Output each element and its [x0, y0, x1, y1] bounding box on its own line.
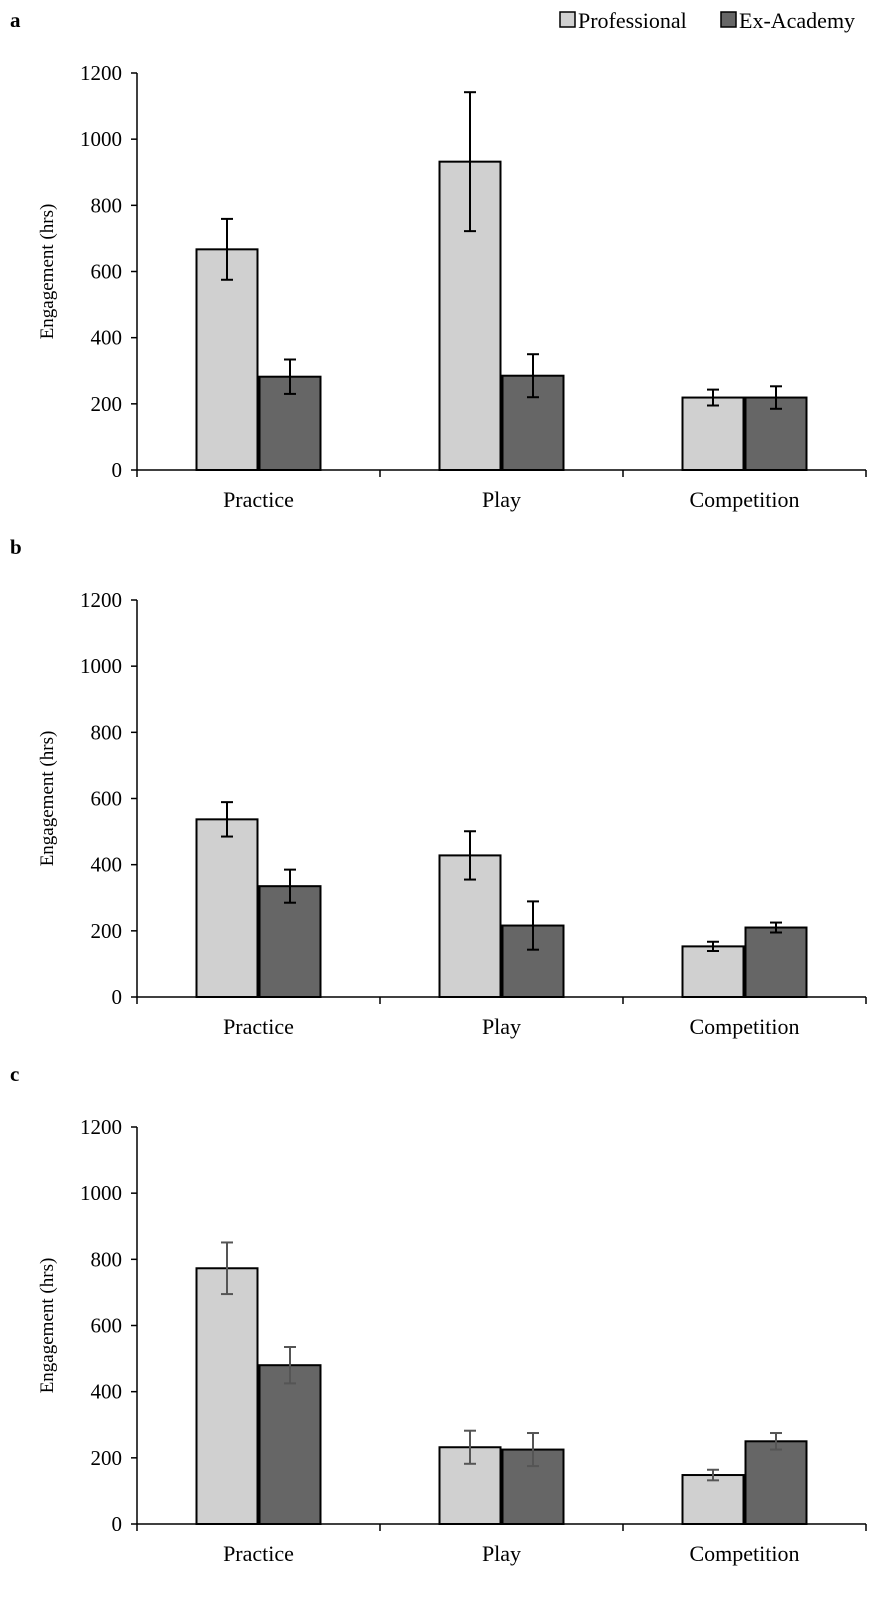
error-bar — [707, 940, 719, 953]
x-category-label: Competition — [690, 487, 800, 512]
bar-professional-practice — [195, 818, 259, 998]
error-bar — [284, 868, 296, 904]
panel-a: a Engagement (hrs) 0 200 400 600 800 1000 1200 Pr… — [10, 8, 867, 512]
y-axis-label: Engagement (hrs) — [37, 1258, 58, 1394]
bar-ex-academy-practice — [258, 375, 322, 471]
bar-ex-academy-competition — [744, 926, 808, 998]
panel-label: a — [10, 8, 21, 32]
x-category-label: Practice — [223, 1541, 294, 1566]
y-tick-label: 1000 — [80, 1181, 122, 1205]
x-category-label: Practice — [223, 487, 294, 512]
error-bar — [221, 217, 233, 281]
panel-c: c Engagement (hrs) 0 200 400 600 800 1000 1200 Pr… — [10, 1062, 867, 1566]
x-category-label: Play — [482, 487, 521, 512]
x-category-label: Play — [482, 1541, 521, 1566]
y-tick-label: 600 — [91, 1314, 123, 1338]
error-bar — [707, 388, 719, 407]
error-bar — [707, 1468, 719, 1482]
error-bar — [527, 900, 539, 951]
panels: a Engagement (hrs) 0 200 400 600 800 1000 1200 Pr… — [10, 8, 867, 1566]
y-tick-label: 0 — [112, 985, 123, 1009]
legend-label: Ex-Academy — [739, 8, 855, 33]
y-tick-label: 1200 — [80, 1115, 122, 1139]
legend-swatch — [720, 11, 737, 28]
error-bar — [221, 801, 233, 838]
error-bar — [221, 1241, 233, 1296]
x-category-label: Practice — [223, 1014, 294, 1039]
error-bar — [284, 1346, 296, 1385]
bar-ex-academy-competition — [744, 1440, 808, 1525]
y-tick-label: 800 — [91, 1247, 123, 1271]
x-category-label: Competition — [690, 1541, 800, 1566]
y-tick-label: 800 — [91, 193, 123, 217]
y-tick-label: 400 — [91, 1380, 123, 1404]
x-category-label: Play — [482, 1014, 521, 1039]
y-tick-label: 400 — [91, 326, 123, 350]
y-tick-label: 400 — [91, 853, 123, 877]
error-bar — [527, 353, 539, 399]
bar-professional-competition — [681, 945, 745, 999]
y-tick-label: 0 — [112, 1512, 123, 1536]
legend-swatch — [559, 11, 576, 28]
error-bar — [770, 1432, 782, 1451]
y-axis-label: Engagement (hrs) — [37, 204, 58, 340]
error-bar — [464, 830, 476, 881]
y-tick-label: 1000 — [80, 654, 122, 678]
error-bar — [770, 385, 782, 410]
bar-ex-academy-practice — [258, 1364, 322, 1526]
y-tick-label: 1000 — [80, 127, 122, 151]
error-bar — [770, 921, 782, 934]
error-bar — [464, 91, 476, 233]
error-bar — [527, 1432, 539, 1468]
legend-item-0: Professional — [559, 8, 687, 33]
y-tick-label: 200 — [91, 392, 123, 416]
legend-item-1: Ex-Academy — [720, 8, 855, 33]
panel-label: b — [10, 535, 22, 559]
y-tick-label: 0 — [112, 458, 123, 482]
bar-professional-practice — [195, 1267, 259, 1525]
bar-professional-practice — [195, 248, 259, 471]
y-tick-label: 200 — [91, 919, 123, 943]
bar-professional-competition — [681, 396, 745, 471]
panel-label: c — [10, 1062, 19, 1086]
x-category-label: Competition — [690, 1014, 800, 1039]
bar-professional-competition — [681, 1474, 745, 1525]
error-bar — [284, 358, 296, 395]
bar-ex-academy-play — [501, 374, 565, 471]
y-tick-label: 1200 — [80, 588, 122, 612]
y-axis-label: Engagement (hrs) — [37, 731, 58, 867]
y-tick-label: 600 — [91, 260, 123, 284]
panel-b: b Engagement (hrs) 0 200 400 600 800 1000 1200 Pr… — [10, 535, 867, 1039]
error-bar — [464, 1429, 476, 1465]
legend-label: Professional — [578, 8, 687, 33]
legend: Professional Ex-Academy — [559, 8, 855, 33]
y-tick-label: 200 — [91, 1446, 123, 1470]
y-tick-label: 1200 — [80, 61, 122, 85]
y-tick-label: 800 — [91, 720, 123, 744]
y-tick-label: 600 — [91, 787, 123, 811]
